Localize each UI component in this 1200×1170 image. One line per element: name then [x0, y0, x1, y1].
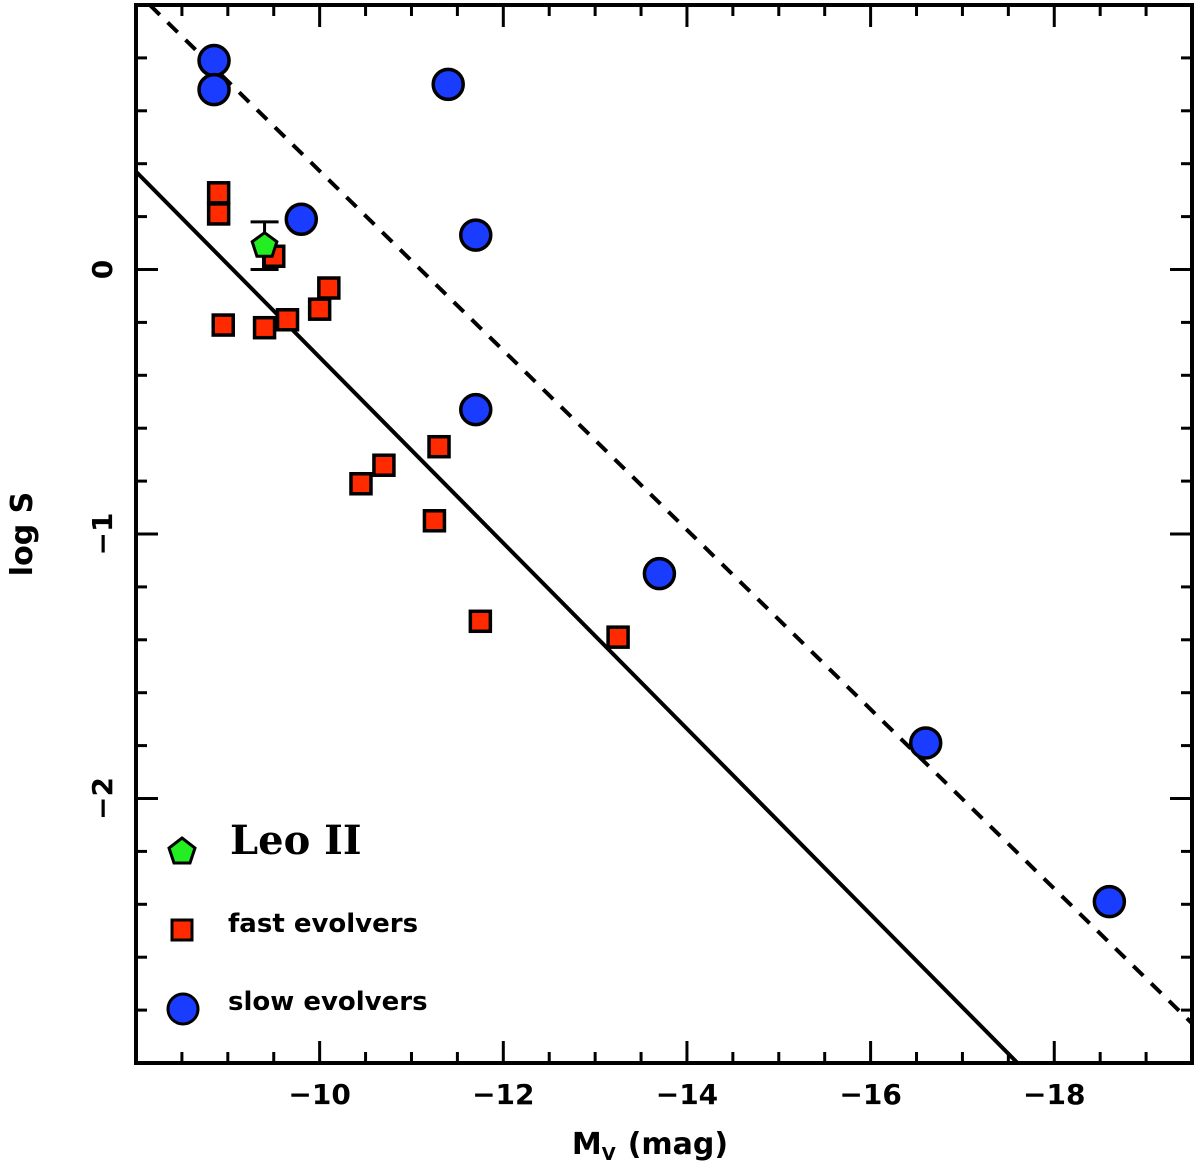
data-points: [197, 43, 1127, 919]
slow-evolvers-point: [642, 556, 677, 591]
fast-evolvers-point: [206, 181, 231, 205]
x-tick-label: −18: [1023, 1078, 1085, 1111]
fast-evolvers-point: [252, 315, 277, 340]
y-axis-label: log S: [5, 492, 40, 576]
plot-frame: [134, 3, 1194, 1065]
legend: Leo II fast evolvers slow evolvers: [166, 817, 428, 1026]
x-tick-label: −16: [839, 1078, 901, 1111]
fast-evolvers-point: [275, 308, 300, 332]
fast-evolvers-point: [468, 609, 493, 634]
x-axis-label-unit: (mag): [628, 1127, 728, 1162]
fast-evolvers-point: [349, 471, 373, 496]
tick-labels: −10 −12 −14 −16 −18 0 −1 −2: [86, 260, 1085, 1111]
legend-slow-evolvers-label: slow evolvers: [228, 987, 428, 1017]
slow-evolvers-point: [431, 67, 465, 102]
axis-ticks: [134, 3, 1194, 1065]
leo-ii-point: [250, 230, 279, 258]
slow-evolvers-point: [459, 218, 493, 252]
slow-evolvers-point: [1092, 884, 1127, 919]
fast-evolvers-point: [606, 625, 630, 649]
slow-evolvers-point: [459, 392, 493, 427]
x-axis-label-main: M: [572, 1127, 602, 1162]
legend-slow-evolvers-marker: [166, 992, 200, 1026]
fast-evolvers-point: [427, 434, 451, 459]
dashed-fit-line: [148, 5, 1192, 1025]
y-tick-label: −2: [86, 777, 119, 820]
y-tick-label: −1: [86, 513, 119, 556]
slow-evolvers-point: [284, 202, 319, 236]
legend-leo-ii-label: Leo II: [230, 817, 362, 864]
fit-lines: [136, 5, 1192, 1063]
fast-evolvers-point: [307, 297, 332, 321]
y-tick-label: 0: [86, 260, 119, 279]
fast-evolvers-point: [211, 313, 235, 337]
fast-evolvers-point: [422, 509, 447, 533]
x-axis-label: MV (mag): [572, 1127, 728, 1165]
x-tick-label: −10: [288, 1078, 350, 1111]
fast-evolvers-point: [317, 276, 341, 300]
x-tick-label: −12: [472, 1078, 534, 1111]
fast-evolvers-point: [206, 202, 231, 226]
slow-evolvers-point: [197, 43, 231, 78]
legend-fast-evolvers-marker: [170, 918, 194, 942]
fast-evolvers-point: [372, 453, 396, 477]
x-axis-label-subscript: V: [602, 1144, 616, 1165]
legend-fast-evolvers-label: fast evolvers: [228, 909, 418, 939]
x-tick-label: −14: [656, 1078, 718, 1111]
legend-leo-ii-marker: [167, 836, 197, 865]
slow-evolvers-point: [197, 72, 231, 107]
slow-evolvers-point: [908, 726, 943, 760]
